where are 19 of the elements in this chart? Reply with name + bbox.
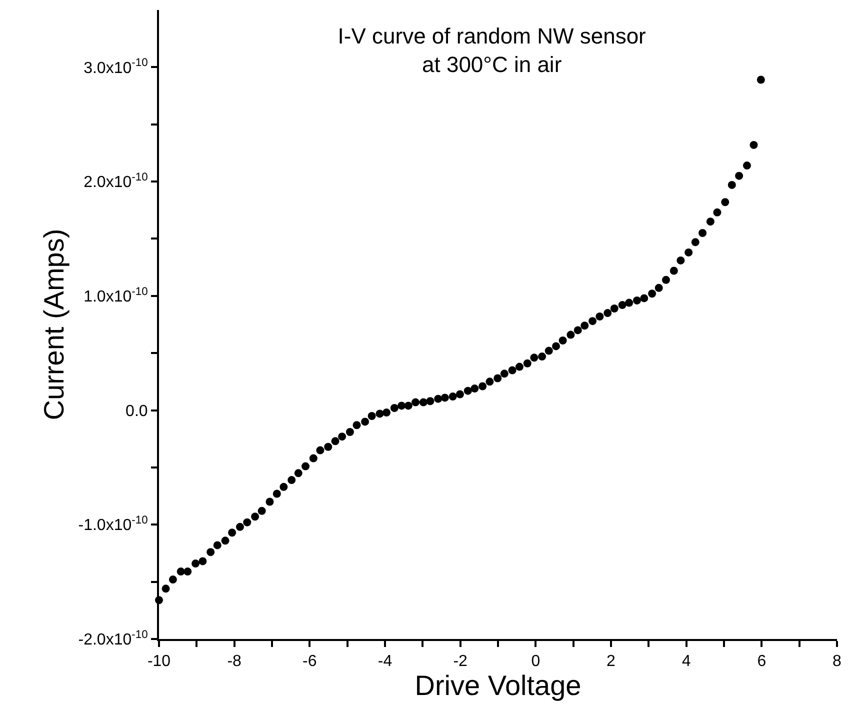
y-tick-label: 3.0x10$^{-10}$ [84,57,148,77]
x-tick-label: -2 [453,653,468,670]
x-tick-label: -8 [227,653,242,670]
x-tick-label: -6 [302,653,317,670]
x-tick-label: 8 [832,653,842,670]
x-tick-label: -10 [147,653,171,670]
y-tick-label: 0.0 [126,402,148,420]
y-axis-title: Current (Amps) [38,228,70,420]
y-tick-label: -2.0x10$^{-10}$ [78,628,148,649]
y-tick-label: 1.0x10$^{-10}$ [84,286,148,306]
y-tick-label: 2.0x10$^{-10}$ [84,171,148,192]
x-tick-label: -4 [378,653,392,670]
x-tick-label: 0 [531,653,540,670]
y-tick-label: -1.0x10$^{-10}$ [78,514,148,534]
x-tick-label: 2 [606,653,616,670]
x-axis-title: Drive Voltage [414,670,582,702]
x-tick-label: 6 [757,653,766,670]
x-tick-label: 4 [682,653,691,670]
text: I-V curve of random NW sensor at 300°C in air [338,24,646,78]
